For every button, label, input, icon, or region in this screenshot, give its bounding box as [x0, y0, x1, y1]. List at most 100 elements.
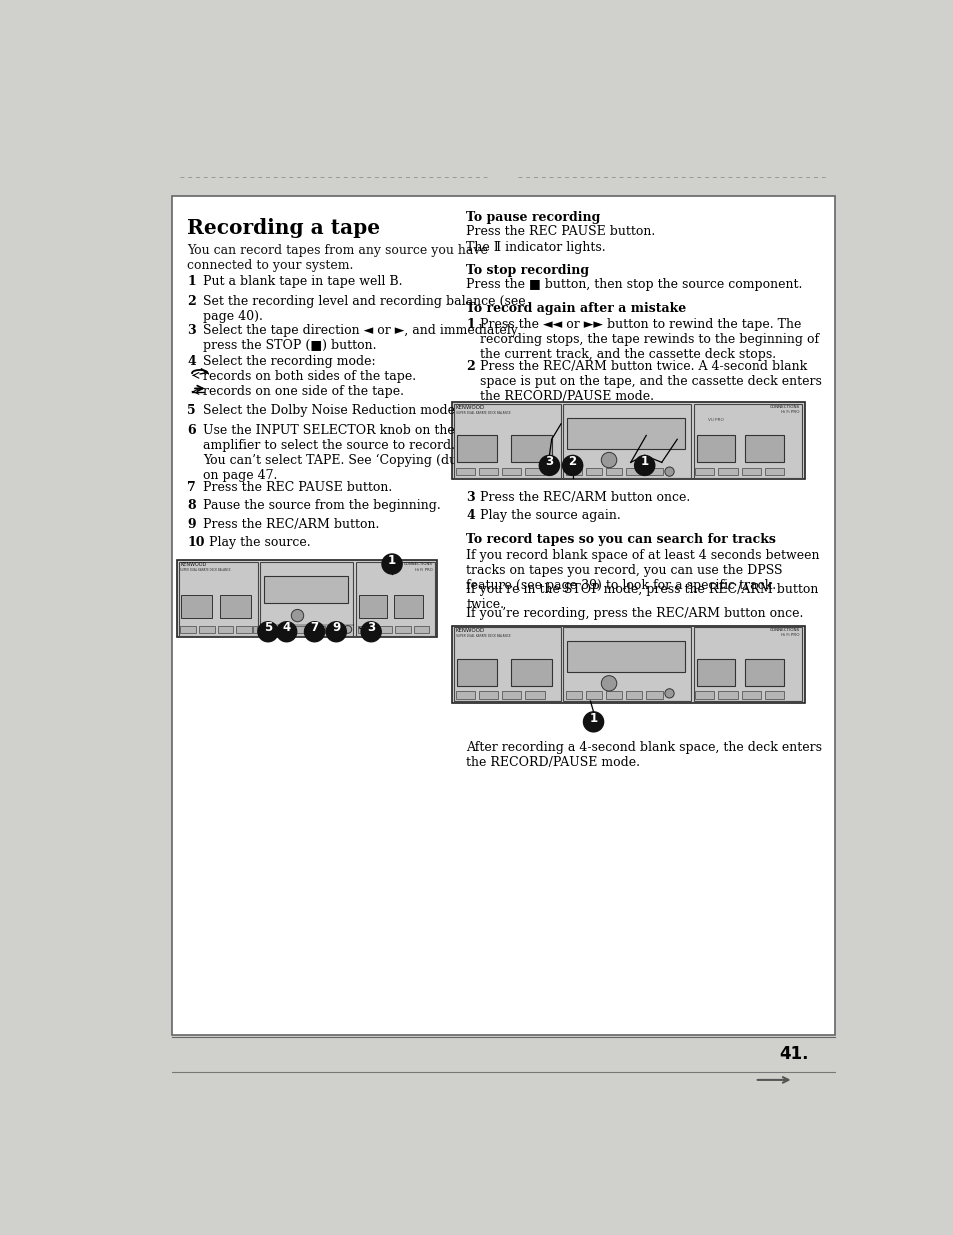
Text: DECK B: DECK B — [224, 597, 237, 601]
Text: 7: 7 — [310, 621, 318, 635]
Bar — [567, 641, 684, 672]
Bar — [625, 692, 641, 699]
Text: >>>: >>> — [572, 433, 590, 440]
Text: Use the INPUT SELECTOR knob on the integrated
amplifier to select the source to : Use the INPUT SELECTOR knob on the integ… — [203, 424, 525, 452]
Text: 3: 3 — [187, 324, 196, 337]
Bar — [264, 576, 348, 603]
Circle shape — [257, 621, 278, 642]
Text: To pause recording: To pause recording — [466, 211, 600, 225]
Text: If you’re recording, press the REC/ARM button once.: If you’re recording, press the REC/ARM b… — [466, 608, 803, 620]
Bar — [744, 436, 783, 462]
Text: 2: 2 — [187, 294, 196, 308]
Bar — [454, 627, 560, 701]
Circle shape — [634, 456, 654, 475]
Text: 3: 3 — [466, 490, 475, 504]
Text: To stop recording: To stop recording — [466, 264, 589, 277]
Bar — [695, 692, 714, 699]
Text: KENWOOD: KENWOOD — [456, 627, 484, 632]
Bar — [744, 658, 783, 685]
Text: KENWOOD: KENWOOD — [456, 405, 484, 410]
Bar — [311, 626, 324, 634]
Bar — [562, 627, 691, 701]
Text: Select the recording mode:: Select the recording mode: — [203, 354, 375, 368]
Text: 3: 3 — [367, 621, 375, 635]
Text: 3: 3 — [545, 454, 553, 468]
Circle shape — [304, 621, 324, 642]
Text: Press the ■ button, then stop the source component.: Press the ■ button, then stop the source… — [466, 278, 802, 290]
Text: 2: 2 — [466, 359, 475, 373]
Bar — [181, 595, 212, 618]
Bar — [585, 468, 601, 475]
Bar — [562, 404, 691, 478]
Text: Set the recording level and recording balance (see
page 40).: Set the recording level and recording ba… — [203, 294, 525, 322]
Bar — [278, 626, 292, 634]
Text: 10: 10 — [187, 536, 205, 548]
Bar — [565, 468, 581, 475]
Bar — [625, 468, 641, 475]
Circle shape — [291, 609, 303, 621]
Bar — [328, 626, 340, 634]
Bar — [718, 692, 737, 699]
Text: CONNECTIONS: CONNECTIONS — [769, 627, 799, 632]
Text: CONNECTIONS: CONNECTIONS — [769, 405, 799, 409]
Text: Recording a tape: Recording a tape — [187, 217, 380, 237]
Bar — [696, 658, 735, 685]
Circle shape — [326, 621, 346, 642]
Bar — [764, 692, 783, 699]
Text: Press the REC/ARM button once.: Press the REC/ARM button once. — [479, 490, 689, 504]
Circle shape — [664, 689, 674, 698]
Bar — [695, 468, 714, 475]
Circle shape — [600, 676, 617, 692]
Bar — [478, 692, 497, 699]
Bar — [294, 626, 308, 634]
Text: 4: 4 — [282, 621, 291, 635]
Text: 41.: 41. — [779, 1045, 808, 1063]
Text: records on both sides of the tape.: records on both sides of the tape. — [203, 370, 416, 383]
Text: Hi Fi PRO: Hi Fi PRO — [415, 568, 433, 572]
Bar — [358, 595, 387, 618]
Bar — [262, 626, 275, 634]
Bar — [456, 658, 497, 685]
Text: DECK A: DECK A — [464, 441, 477, 445]
Bar — [645, 692, 661, 699]
Bar — [260, 562, 353, 636]
Bar — [585, 692, 601, 699]
Bar — [764, 468, 783, 475]
Circle shape — [276, 621, 296, 642]
Bar — [179, 562, 257, 636]
Bar — [177, 561, 436, 637]
Bar — [236, 626, 252, 634]
Text: SUPER DUAL KARATE DECK BALANCE: SUPER DUAL KARATE DECK BALANCE — [456, 634, 510, 638]
Bar — [565, 692, 581, 699]
Text: 1: 1 — [388, 553, 395, 567]
Text: 9: 9 — [332, 621, 340, 635]
Circle shape — [344, 626, 352, 634]
Bar — [740, 468, 760, 475]
Bar — [501, 692, 521, 699]
Text: DECK A: DECK A — [185, 597, 198, 601]
Bar — [718, 468, 737, 475]
Text: Put a blank tape in tape well B.: Put a blank tape in tape well B. — [203, 275, 402, 288]
Text: 1: 1 — [640, 454, 648, 468]
Text: Select the Dolby Noise Reduction mode.: Select the Dolby Noise Reduction mode. — [203, 404, 458, 417]
Text: Select the tape direction ◄ or ►, and immediately
press the STOP (■) button.: Select the tape direction ◄ or ►, and im… — [203, 324, 517, 352]
Circle shape — [538, 456, 558, 475]
Text: 5: 5 — [187, 404, 196, 417]
Text: 8: 8 — [187, 499, 196, 513]
Bar — [180, 626, 195, 634]
Text: 2: 2 — [568, 454, 576, 468]
Bar — [395, 626, 410, 634]
Text: 7: 7 — [187, 480, 196, 494]
Text: 9: 9 — [187, 517, 196, 531]
Bar — [740, 692, 760, 699]
Text: Hi Fi PRO: Hi Fi PRO — [781, 410, 799, 414]
Bar — [454, 404, 560, 478]
Bar — [253, 626, 257, 634]
Text: Pause the source from the beginning.: Pause the source from the beginning. — [203, 499, 440, 513]
Text: Hi Fi PRO: Hi Fi PRO — [781, 634, 799, 637]
Text: 1: 1 — [187, 275, 196, 288]
Bar — [511, 658, 551, 685]
Text: 1: 1 — [589, 711, 597, 725]
Text: Press the REC PAUSE button.: Press the REC PAUSE button. — [203, 480, 392, 494]
Text: 4: 4 — [187, 354, 196, 368]
